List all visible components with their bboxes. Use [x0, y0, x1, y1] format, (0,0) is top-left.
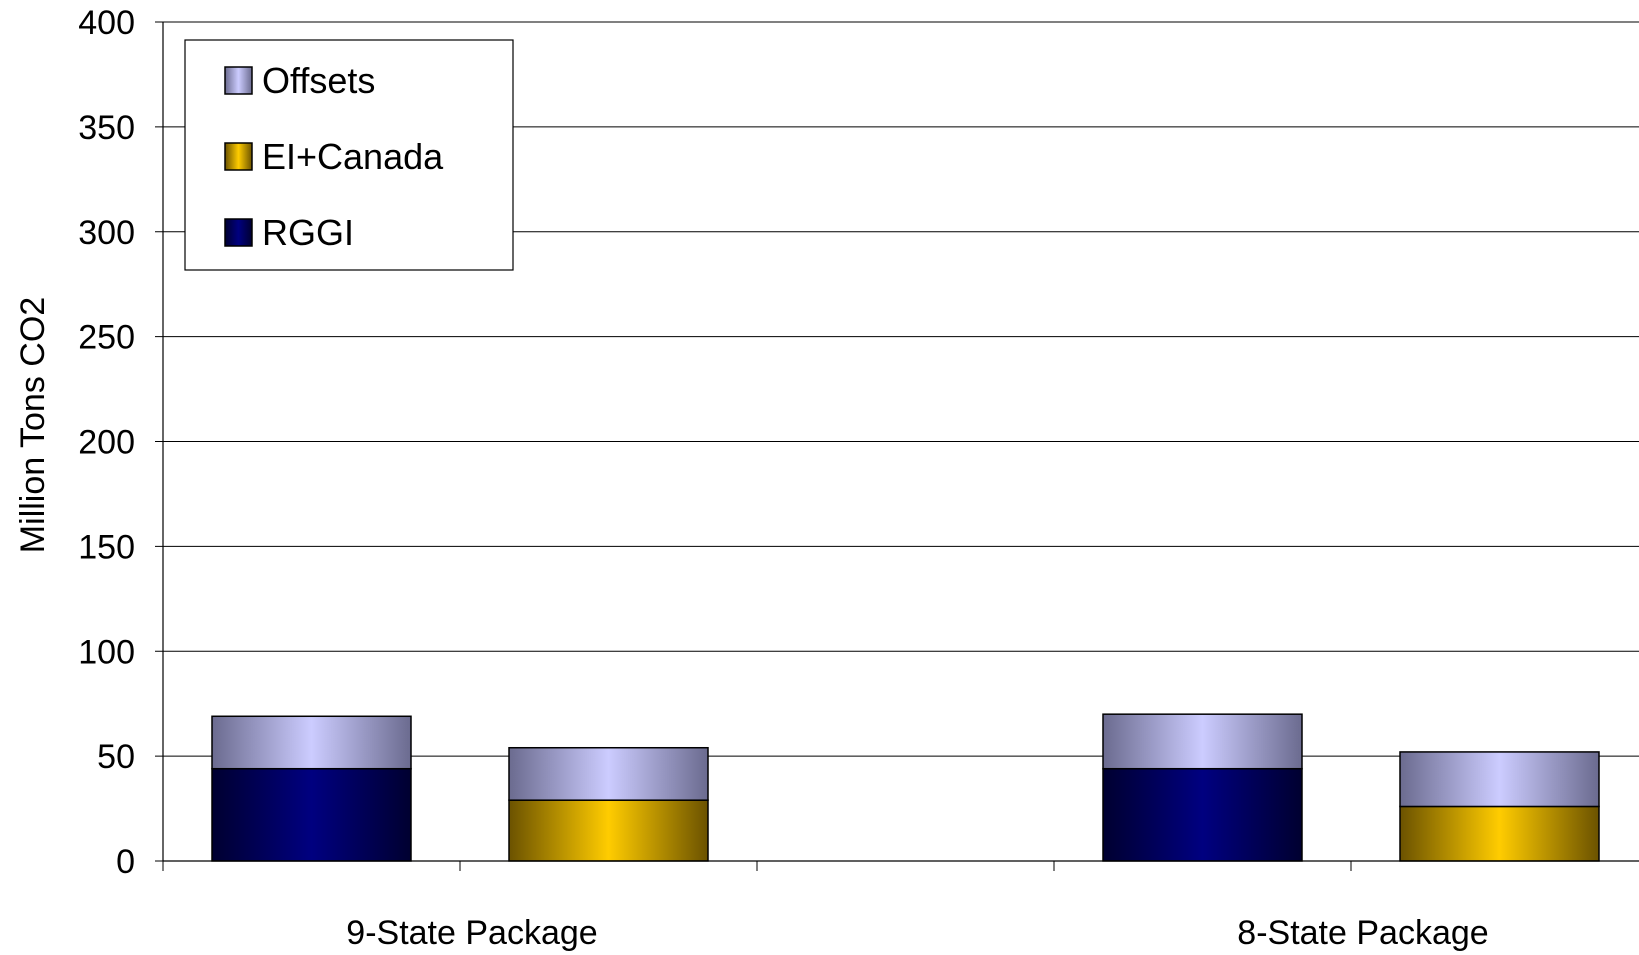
y-tick-label: 150	[78, 528, 135, 566]
y-tick-label: 200	[78, 424, 135, 462]
y-tick-label: 0	[116, 843, 135, 881]
y-tick-label: 100	[78, 633, 135, 671]
legend-swatch	[224, 142, 253, 171]
legend-label: RGGI	[262, 212, 354, 253]
axes	[162, 22, 1639, 871]
y-tick-label: 300	[78, 214, 135, 252]
legend-swatch	[224, 218, 253, 247]
legend: Offsets EI+Canada RGGI	[184, 39, 514, 271]
y-tick-label: 250	[78, 319, 135, 357]
bar-segment-offsets	[1399, 751, 1600, 808]
y-tick-label: 350	[78, 109, 135, 147]
category-label: 9-State Package	[346, 914, 597, 952]
bar-segment-offsets	[1102, 713, 1303, 770]
y-axis-title: Million Tons CO2	[14, 297, 52, 553]
bar-segment-rggi	[211, 767, 412, 862]
bar-segment-rggi	[1102, 767, 1303, 862]
y-tick-label: 400	[78, 4, 135, 42]
bar-segment-ei-canada	[1399, 805, 1600, 862]
bars	[211, 713, 1600, 862]
legend-label: Offsets	[262, 60, 375, 101]
x-axis-labels: 9-State Package 8-State Package	[346, 914, 1488, 952]
y-tick-label: 50	[97, 738, 135, 776]
category-label: 8-State Package	[1237, 914, 1488, 952]
y-axis-ticks: 0 50 100 150 200 250 300 350 400	[78, 4, 163, 881]
bar-segment-offsets	[211, 715, 412, 770]
legend-label: EI+Canada	[262, 136, 444, 177]
bar-segment-offsets	[508, 746, 709, 801]
legend-swatch	[224, 66, 253, 95]
bar-segment-ei-canada	[508, 799, 709, 862]
